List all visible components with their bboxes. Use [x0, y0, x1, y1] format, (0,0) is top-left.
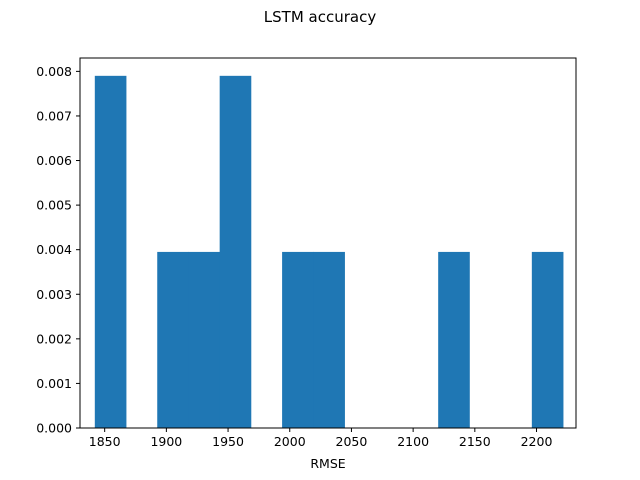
- histogram-bar: [313, 251, 345, 428]
- x-tick-label: 1900: [150, 434, 182, 449]
- y-tick-label: 0.000: [36, 421, 72, 436]
- histogram-bar: [157, 251, 189, 428]
- x-tick-label: 1950: [212, 434, 244, 449]
- y-tick-label: 0.001: [36, 376, 72, 391]
- x-axis-ticks: 1850 1900 1950 2000 2050 2100 2150 2200: [89, 428, 553, 449]
- histogram-bar: [188, 251, 221, 428]
- x-tick-label: 2200: [521, 434, 553, 449]
- y-tick-label: 0.004: [36, 242, 72, 257]
- x-tick-label: 2100: [397, 434, 429, 449]
- x-tick-label: 2050: [336, 434, 368, 449]
- plot-frame: [79, 57, 577, 429]
- y-tick-label: 0.008: [36, 64, 72, 79]
- y-tick-label: 0.003: [36, 287, 72, 302]
- chart-title: LSTM accuracy: [264, 8, 377, 26]
- x-tick-label: 2000: [274, 434, 306, 449]
- y-tick-label: 0.006: [36, 153, 72, 168]
- y-tick-label: 0.002: [36, 331, 72, 346]
- histogram-bar: [282, 251, 314, 428]
- x-tick-label: 1850: [89, 434, 121, 449]
- x-tick-label: 2150: [459, 434, 491, 449]
- bars-group: [94, 75, 564, 428]
- y-tick-label: 0.007: [36, 108, 72, 123]
- y-tick-label: 0.005: [36, 198, 72, 213]
- histogram-bar: [438, 251, 470, 428]
- y-axis-ticks: 0.000 0.001 0.002 0.003 0.004 0.005 0.006 0.007…: [36, 64, 80, 436]
- histogram-bar: [94, 75, 127, 428]
- x-axis-label: RMSE: [310, 456, 345, 471]
- histogram-bar: [531, 251, 564, 428]
- histogram-bar: [219, 75, 252, 428]
